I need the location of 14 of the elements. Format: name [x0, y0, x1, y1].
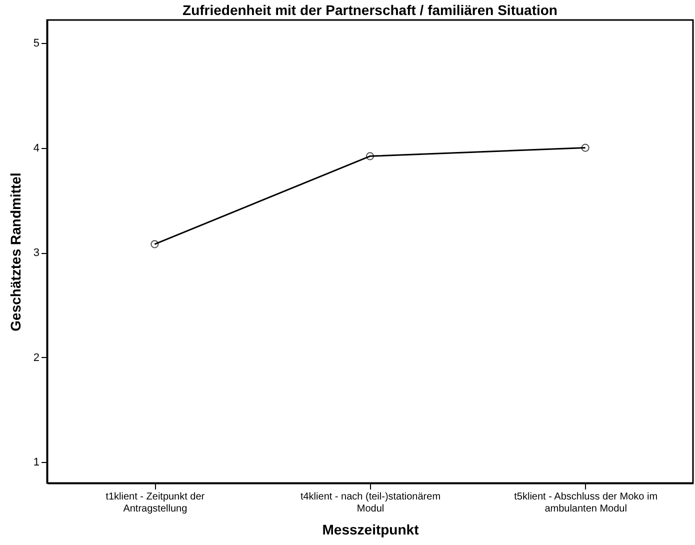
x-axis-title: Messzeitpunkt [322, 522, 420, 538]
y-tick-label: 2 [33, 352, 40, 364]
point [581, 144, 590, 152]
point [150, 240, 159, 248]
y-tick-label: 5 [33, 38, 40, 50]
chart-title: Zufriedenheit mit der Partnerschaft / familiären Situation [182, 2, 558, 18]
y-axis-title: Geschätztes Randmittel [7, 172, 24, 332]
x-tick-label: t1klient - Zeitpunkt der Antragstellung [106, 492, 206, 514]
y-tick-label: 1 [33, 456, 40, 469]
point [366, 152, 374, 160]
x-tick-label: t4klient - nach (teil-)stationärem Modul [300, 492, 441, 514]
x-tick-label: t5klient - Abschluss der Moko im ambulanten Modul [514, 492, 658, 514]
y-tick-label: 4 [33, 142, 40, 154]
y-tick-label: 3 [33, 247, 40, 260]
